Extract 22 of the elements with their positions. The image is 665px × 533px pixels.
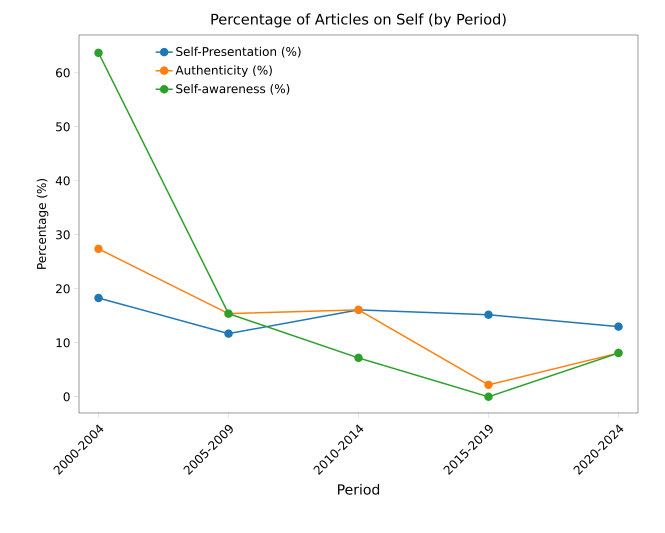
y-tick-label: 30	[56, 230, 70, 240]
point	[484, 380, 493, 390]
point	[354, 354, 363, 362]
y-tick-label: 20	[56, 284, 70, 294]
point	[224, 329, 233, 338]
y-tick-label: 40	[56, 176, 70, 186]
legend-label: Self-Presentation (%)	[176, 46, 301, 58]
point	[94, 48, 103, 58]
point	[94, 294, 103, 302]
point	[614, 322, 623, 331]
legend-label: Authenticity (%)	[176, 65, 272, 77]
point	[484, 392, 493, 402]
y-tick-label: 50	[56, 122, 70, 132]
y-tick-label: 0	[64, 392, 70, 402]
y-tick-label: 60	[56, 68, 70, 78]
y-tick-label: 10	[56, 338, 70, 348]
legend-label: Self-awareness (%)	[176, 84, 290, 95]
x-axis-title: Period	[338, 484, 380, 495]
point	[484, 310, 493, 319]
chart-title: Percentage of Articles on Self (by Period)	[211, 13, 506, 28]
y-axis-title: Percentage (%)	[36, 178, 48, 269]
point	[94, 244, 103, 254]
